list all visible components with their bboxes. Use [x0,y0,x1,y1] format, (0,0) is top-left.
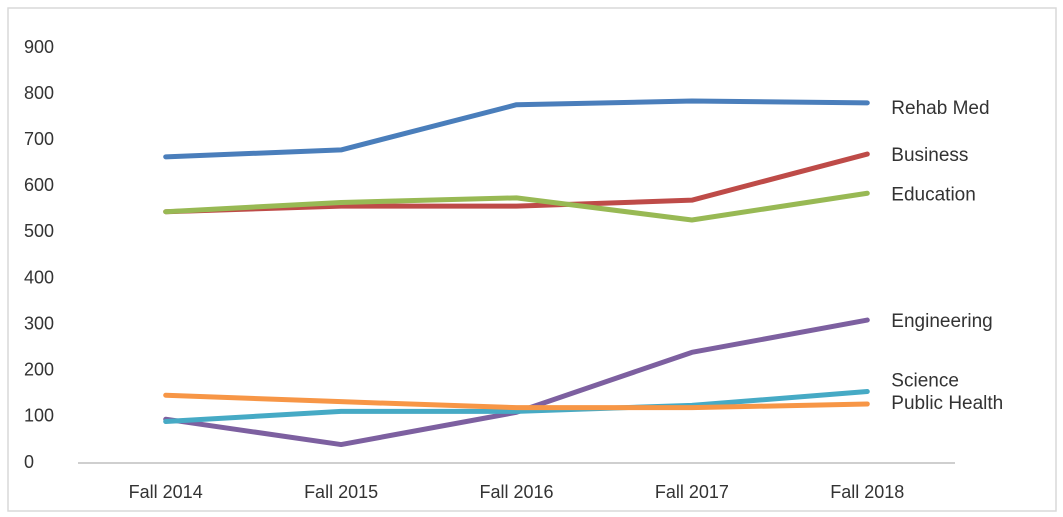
x-tick-label: Fall 2017 [655,482,729,502]
x-tick-label: Fall 2014 [129,482,203,502]
chart-border [7,7,1057,512]
y-tick-label: 800 [24,83,54,103]
series-label: Rehab Med [891,98,989,119]
series-label: Engineering [891,311,992,332]
y-tick-label: 300 [24,313,54,333]
series-label: Science [891,371,959,392]
x-tick-label: Fall 2018 [830,482,904,502]
y-tick-label: 500 [24,221,54,241]
series-line [163,98,870,160]
series-line [163,389,870,424]
x-tick-label: Fall 2015 [304,482,378,502]
y-tick-label: 900 [24,37,54,57]
y-tick-label: 600 [24,175,54,195]
y-tick-label: 0 [24,452,34,472]
series-line [163,190,870,223]
series-label: Public Health [891,393,1003,414]
y-tick-label: 100 [24,406,54,426]
series-line [163,392,870,411]
x-tick-label: Fall 2016 [479,482,553,502]
y-tick-label: 700 [24,129,54,149]
y-tick-label: 400 [24,267,54,287]
y-tick-label: 200 [24,360,54,380]
series-label: Education [891,184,976,205]
series-label: Business [891,145,968,166]
